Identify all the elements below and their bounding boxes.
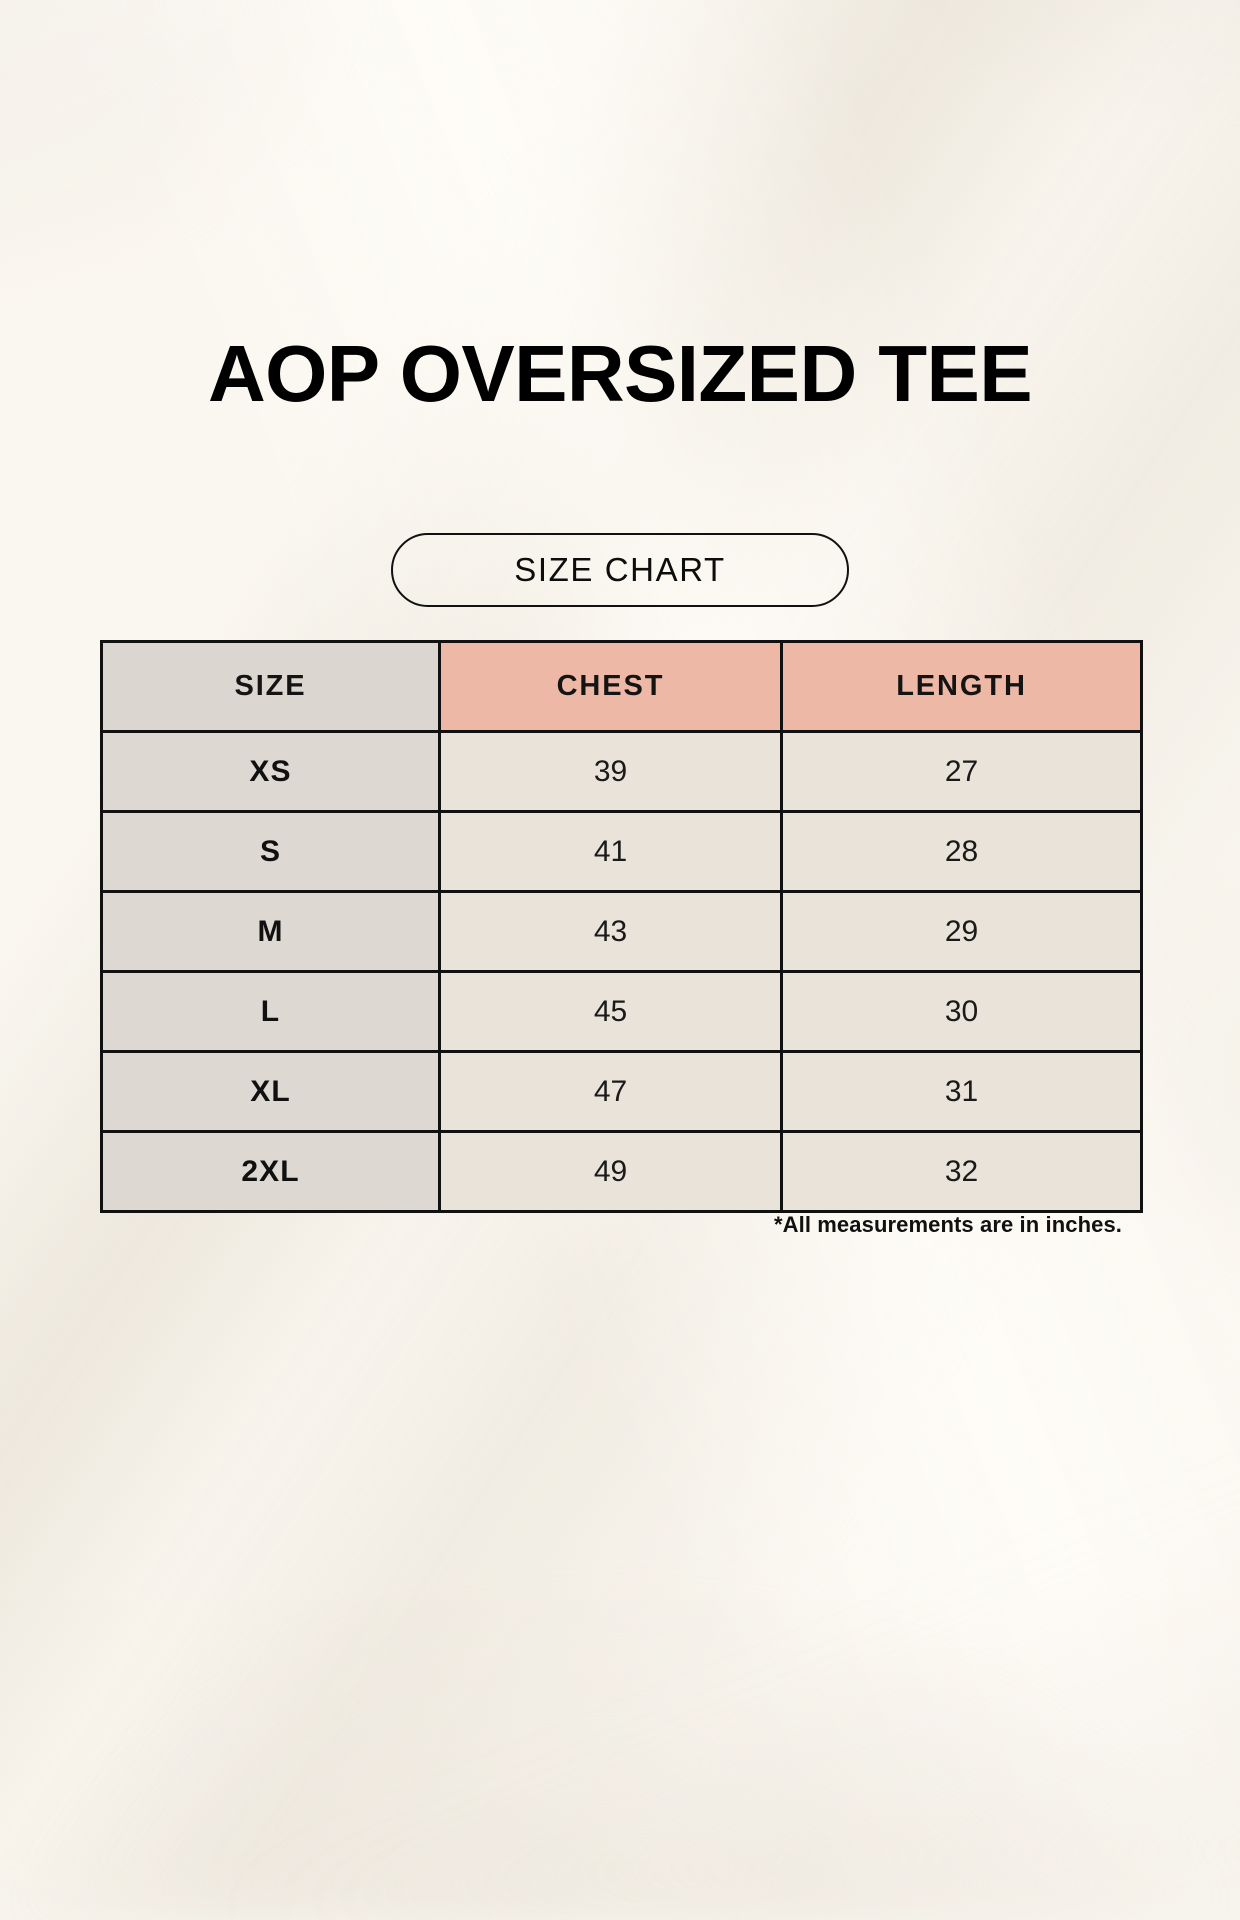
table-row: M 43 29 [100, 890, 1143, 973]
table-header-row: SIZE CHEST LENGTH [100, 640, 1143, 733]
page-title: AOP OVERSIZED TEE [207, 329, 1033, 418]
size-chart-badge-container: SIZE CHART [0, 533, 1240, 607]
cell-chest: 49 [438, 1130, 783, 1213]
table-body: XS 39 27 S 41 28 M 43 29 L 45 30 XL 47 [100, 730, 1143, 1213]
column-header-chest: CHEST [438, 640, 783, 733]
table-header: SIZE CHEST LENGTH [100, 640, 1143, 733]
column-header-size: SIZE [100, 640, 441, 733]
cell-chest: 39 [438, 730, 783, 813]
table-row: 2XL 49 32 [100, 1130, 1143, 1213]
cell-length: 30 [780, 970, 1143, 1053]
cell-length: 31 [780, 1050, 1143, 1133]
size-chart-badge: SIZE CHART [391, 533, 849, 607]
cell-chest: 45 [438, 970, 783, 1053]
cell-size: XL [100, 1050, 441, 1133]
table-row: S 41 28 [100, 810, 1143, 893]
size-chart-table: SIZE CHEST LENGTH XS 39 27 S 41 28 M 43 … [100, 640, 1143, 1213]
cell-length: 32 [780, 1130, 1143, 1213]
cell-size: 2XL [100, 1130, 441, 1213]
cell-length: 27 [780, 730, 1143, 813]
cell-chest: 43 [438, 890, 783, 973]
table-row: L 45 30 [100, 970, 1143, 1053]
cell-chest: 41 [438, 810, 783, 893]
cell-size: XS [100, 730, 441, 813]
cell-size: L [100, 970, 441, 1053]
measurement-unit-note: *All measurements are in inches. [773, 1212, 1122, 1237]
cell-chest: 47 [438, 1050, 783, 1133]
cell-length: 29 [780, 890, 1143, 973]
cell-length: 28 [780, 810, 1143, 893]
table-row: XL 47 31 [100, 1050, 1143, 1133]
table-row: XS 39 27 [100, 730, 1143, 813]
cell-size: M [100, 890, 441, 973]
column-header-length: LENGTH [780, 640, 1143, 733]
size-chart-poster: AOP OVERSIZED TEE SIZE CHART SIZE CHEST … [0, 329, 1240, 1237]
cell-size: S [100, 810, 441, 893]
